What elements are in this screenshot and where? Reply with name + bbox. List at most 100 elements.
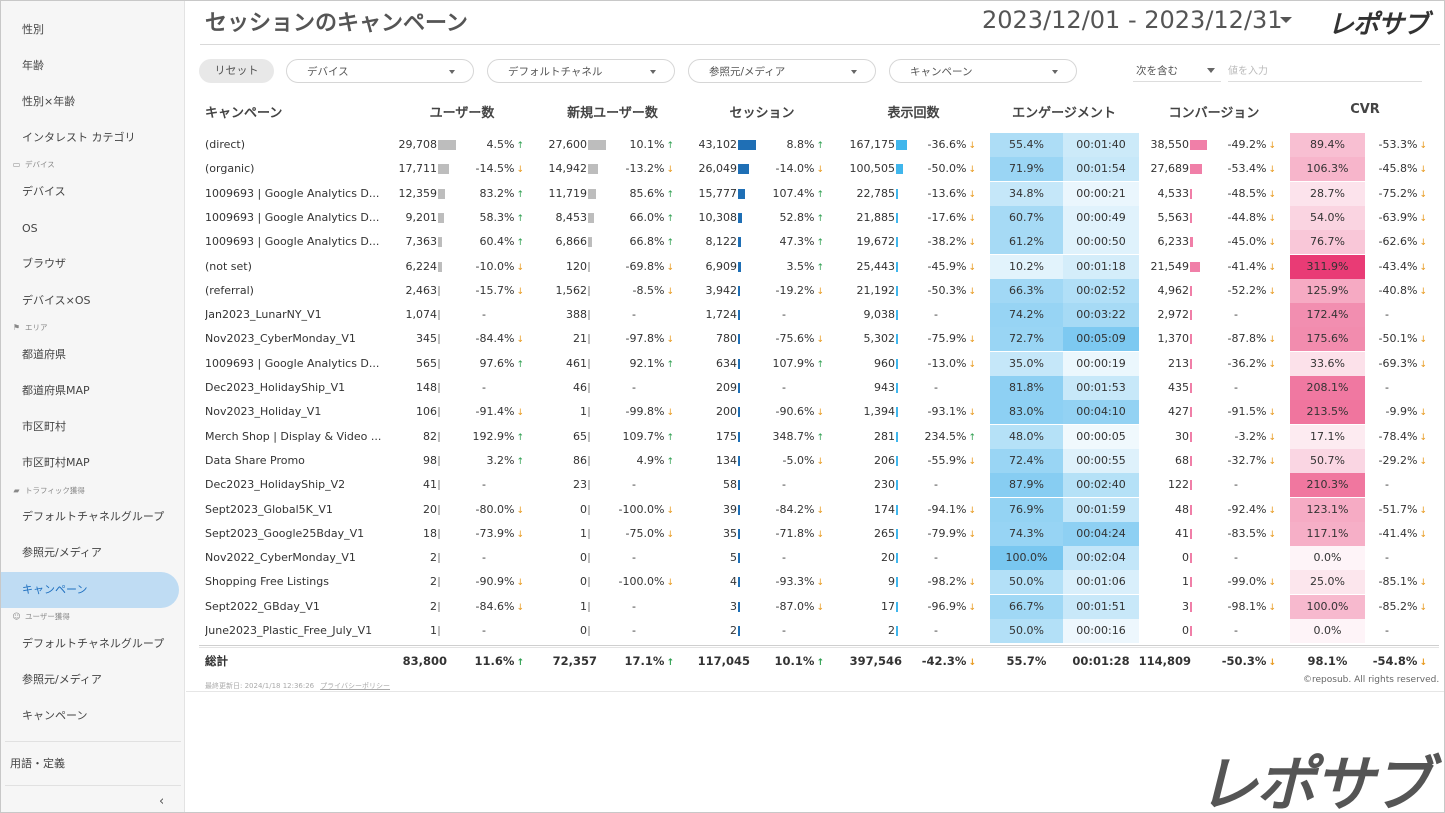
users-change: -14.5% ↓ [444,157,524,181]
channel-filter[interactable]: デフォルトチャネル [487,59,675,83]
reset-button[interactable]: リセット [199,59,274,83]
column-header-engagement[interactable]: エンゲージメント [1012,106,1116,121]
sessions-value: 200 [716,405,737,418]
filter-value-input[interactable] [1228,62,1422,82]
conversions-bar [1190,310,1192,320]
column-header-sessions[interactable]: セッション [729,106,795,121]
conversions-change: -49.2% ↓ [1196,133,1276,157]
conversions-change: -36.2% ↓ [1196,352,1276,376]
engagement-heat [990,449,1063,473]
engagement-rate: 74.3% [1009,527,1044,540]
total-sessions: 117,045 [697,654,750,668]
arrow-down-icon: ↓ [1419,165,1427,175]
cvr-change-text: -62.6% [1378,235,1418,248]
cvr-change-text: -85.1% [1378,575,1418,588]
sidebar-item-device-3[interactable]: デバイス×OS [22,294,91,307]
chevron-down-icon[interactable] [1207,68,1215,73]
new-users-change-text: - [632,551,636,564]
sidebar-item-device-1[interactable]: OS [22,222,38,235]
users-bar [438,262,442,272]
column-header-conversions[interactable]: コンバージョン [1168,106,1260,121]
engagement-heat [990,255,1063,279]
cvr-change-text: -40.8% [1378,284,1418,297]
title-divider [200,44,1440,45]
collapse-sidebar-icon[interactable]: ‹ [159,794,165,809]
conversions-change: - [1196,619,1276,643]
date-range-picker[interactable]: 2023/12/01 - 2023/12/31 [982,6,1283,34]
arrow-down-icon: ↓ [1268,287,1276,297]
arrow-down-icon: ↓ [816,457,824,467]
sidebar-item-device-0[interactable]: デバイス [22,185,66,198]
sessions-bar [738,626,740,636]
cvr-value: 25.0% [1310,575,1345,588]
total-sessions-change: 10.1% ↑ [734,649,824,673]
users-bar [438,237,442,247]
users-value: 7,363 [405,235,438,248]
sidebar-item-terms[interactable]: 用語・定義 [10,757,65,770]
sessions-bar [738,164,749,174]
match-type-select[interactable]: 次を含む [1136,65,1178,77]
sessions-change: -87.0% ↓ [744,595,824,619]
campaign-filter[interactable]: キャンペーン [889,59,1077,83]
sessions-change: - [744,546,824,570]
views-bar [896,383,898,393]
sidebar-item-area-0[interactable]: 都道府県 [22,348,66,361]
sidebar-item-area-2[interactable]: 市区町村 [22,420,66,433]
new-users-bar [588,480,590,490]
views-bar [896,602,898,612]
column-header-users[interactable]: ユーザー数 [429,106,495,121]
avg-time-heat [1063,400,1139,424]
chevron-down-icon[interactable] [1280,17,1292,23]
sidebar-item-area-3[interactable]: 市区町村MAP [22,456,90,469]
sidebar-item-top-1[interactable]: 年齢 [22,59,44,72]
arrow-down-icon: ↓ [1268,457,1276,467]
views-value: 1,394 [863,405,896,418]
cvr-change: - [1347,303,1427,327]
source-medium-filter[interactable]: 参照元/メディア [688,59,876,83]
cvr-heat [1290,595,1365,619]
views-bar [896,456,898,466]
privacy-policy-link[interactable]: プライバシーポリシー [320,682,391,690]
users-change: -73.9% ↓ [444,522,524,546]
arrow-down-icon: ↓ [968,335,976,345]
sidebar-item-area-1[interactable]: 都道府県MAP [22,384,90,397]
sidebar-item-user-2[interactable]: キャンペーン [22,709,88,722]
total-new-users: 72,357 [552,654,597,668]
sidebar-item-device-2[interactable]: ブラウザ [22,257,66,270]
sidebar-item-top-3[interactable]: インタレスト カテゴリ [22,131,136,144]
views-change: - [896,303,976,327]
cvr-value: 175.6% [1306,332,1349,345]
sidebar-item-user-1[interactable]: 参照元/メディア [22,673,102,686]
arrow-down-icon: ↓ [516,287,524,297]
sessions-value: 4 [730,575,737,588]
cvr-change: -63.9% ↓ [1347,206,1427,230]
total-views-change: -42.3% ↓ [886,649,976,673]
conversions-change-text: -41.4% [1227,260,1267,273]
column-header-views[interactable]: 表示回数 [887,106,940,121]
column-header-new-users[interactable]: 新規ユーザー数 [567,106,658,121]
avg-engagement-time: 00:00:55 [1076,454,1126,467]
column-header-campaign[interactable]: キャンペーン [205,106,283,121]
sidebar-item-top-0[interactable]: 性別 [22,23,44,36]
cvr-change: -41.4% ↓ [1347,522,1427,546]
column-header-cvr[interactable]: CVR [1350,102,1380,117]
views-change: -45.9% ↓ [896,255,976,279]
arrow-down-icon: ↓ [516,263,524,273]
sidebar-item-top-2[interactable]: 性別×年齢 [22,95,76,108]
engagement-heat [990,206,1063,230]
device-filter[interactable]: デバイス [286,59,474,83]
avg-time-heat [1063,449,1139,473]
sidebar-item-traffic-0[interactable]: デフォルトチャネルグループ [22,510,165,523]
engagement-heat [990,157,1063,181]
sidebar-item-user-0[interactable]: デフォルトチャネルグループ [22,637,165,650]
cvr-value: 125.9% [1306,284,1349,297]
sidebar-item-traffic-1[interactable]: 参照元/メディア [22,546,102,559]
sidebar: 用語・定義 ‹ 性別 年齢 性別×年齢 インタレスト カテゴリ ▭ デバイス デバイス OS ブ… [1,1,185,812]
sessions-bar [738,189,745,199]
views-value: 960 [874,357,895,370]
users-value: 2,463 [405,284,438,297]
users-value: 2 [430,551,437,564]
arrow-down-icon: ↓ [1419,506,1427,516]
sidebar-item-traffic-2[interactable]: キャンペーン [1,572,179,608]
sessions-change-text: - [782,551,786,564]
